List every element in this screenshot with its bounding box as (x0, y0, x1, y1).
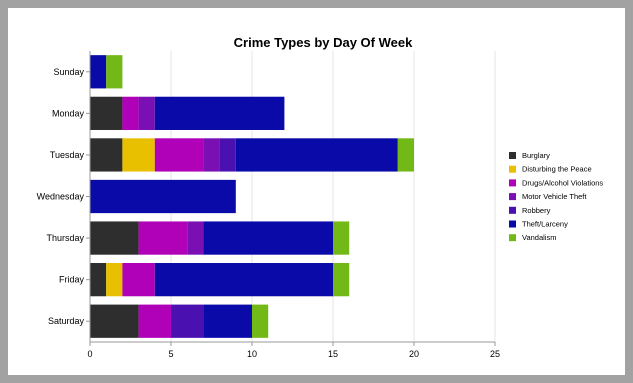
legend-swatch (509, 152, 516, 159)
x-tick-label: 10 (247, 349, 257, 359)
bar-segment (90, 138, 122, 171)
bar-segment (139, 305, 171, 338)
x-tick-label: 5 (168, 349, 173, 359)
legend-label: Drugs/Alcohol Violations (522, 178, 603, 187)
legend-swatch (509, 207, 516, 214)
bar-segment (90, 97, 122, 130)
x-tick-label: 0 (87, 349, 92, 359)
x-tick-label: 20 (409, 349, 419, 359)
legend-label: Theft/Larceny (522, 220, 568, 229)
legend-swatch (509, 179, 516, 186)
bar-segment (187, 221, 203, 254)
bar-segment (90, 55, 106, 88)
y-tick-label: Friday (59, 275, 85, 285)
bar-segment (252, 305, 268, 338)
y-tick-label: Monday (52, 108, 85, 118)
bar-segment (90, 305, 139, 338)
bar-segment (398, 138, 414, 171)
legend-swatch (509, 193, 516, 200)
bar-segment (171, 305, 203, 338)
bar-segment (203, 221, 333, 254)
bar-segment (139, 221, 188, 254)
bar-segment (155, 138, 204, 171)
bar-segment (90, 263, 106, 296)
legend-label: Disturbing the Peace (522, 165, 592, 174)
legend-swatch (509, 221, 516, 228)
y-tick-label: Wednesday (37, 192, 85, 202)
bar-segment (106, 55, 122, 88)
bar-segment (122, 97, 138, 130)
bar-segment (139, 97, 155, 130)
bar-segment (203, 305, 252, 338)
chart-panel: Crime Types by Day Of Week 0 5 10 15 20 25 Sun… (8, 8, 625, 375)
bar-segment (106, 263, 122, 296)
bar-segment (122, 263, 154, 296)
legend: Burglary Disturbing the Peace Drugs/Alcoho… (509, 151, 603, 242)
legend-label: Motor Vehicle Theft (522, 192, 587, 201)
bar-segment (155, 263, 333, 296)
y-tick-label: Tuesday (50, 150, 85, 160)
y-tick-label: Saturday (48, 316, 85, 326)
bar-segment (236, 138, 398, 171)
bar-segment (203, 138, 219, 171)
y-tick-label: Thursday (46, 233, 84, 243)
chart-title: Crime Types by Day Of Week (234, 35, 413, 50)
bar-segment (333, 263, 349, 296)
bar-segment (122, 138, 154, 171)
legend-label: Burglary (522, 151, 550, 160)
x-tick-label: 25 (490, 349, 500, 359)
legend-swatch (509, 166, 516, 173)
y-tick-label: Sunday (53, 67, 84, 77)
bar-segment (90, 221, 139, 254)
bar-segment (155, 97, 285, 130)
stacked-bar-chart: Crime Types by Day Of Week 0 5 10 15 20 25 Sun… (8, 8, 625, 375)
bar-segment (90, 180, 236, 213)
legend-label: Vandalism (522, 233, 556, 242)
x-tick-label: 15 (328, 349, 338, 359)
bar-segment (333, 221, 349, 254)
legend-swatch (509, 234, 516, 241)
bar-segment (220, 138, 236, 171)
legend-label: Robbery (522, 206, 551, 215)
